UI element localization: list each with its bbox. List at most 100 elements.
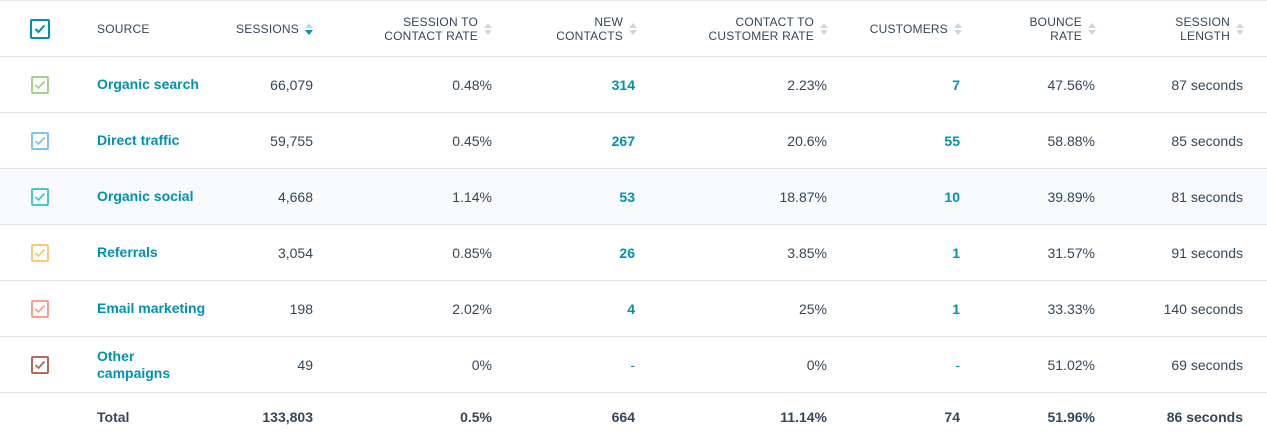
source-link[interactable]: Referrals — [97, 244, 158, 260]
column-header-source[interactable]: SOURCE — [97, 1, 217, 56]
total-bounce-rate: 51.96% — [1047, 409, 1095, 425]
source-cell: Referrals — [97, 225, 217, 280]
checkmark-icon — [34, 24, 46, 33]
session-length-cell: 81 seconds — [1171, 188, 1243, 205]
sessions-cell: 59,755 — [270, 132, 313, 149]
row-checkbox-cell — [31, 225, 53, 280]
contact-to-customer-rate-cell: 25% — [798, 300, 827, 317]
new-contacts-link[interactable]: 53 — [619, 188, 635, 205]
column-header-sessions-label: SESSIONS — [236, 21, 299, 36]
column-header-label-line2: RATE — [1050, 28, 1082, 43]
table-row: Organic social 4,668 1.14% 53 18.87% 10 39.89%… — [0, 169, 1267, 225]
column-header-new-contacts[interactable]: NEW CONTACTS — [520, 1, 637, 56]
total-session-length: 86 seconds — [1166, 409, 1243, 425]
row-checkbox-cell — [31, 113, 53, 168]
contact-to-customer-rate-cell: 20.6% — [787, 132, 827, 149]
sessions-cell: 49 — [297, 356, 313, 373]
source-cell: Other campaigns — [97, 337, 217, 392]
column-header-session-to-contact-rate[interactable]: SESSION TO CONTACT RATE — [340, 1, 492, 56]
row-checkbox[interactable] — [31, 75, 49, 94]
column-header-label-line2: CUSTOMER RATE — [708, 28, 814, 43]
column-header-label-line1: NEW — [594, 14, 623, 29]
column-header-contact-to-customer-rate[interactable]: CONTACT TO CUSTOMER RATE — [680, 1, 828, 56]
source-cell: Email marketing — [97, 281, 217, 336]
new-contacts-link[interactable]: 314 — [611, 76, 635, 93]
customers-cell: 1 — [850, 225, 960, 280]
customers-link[interactable]: 1 — [952, 244, 960, 261]
sort-icon — [820, 22, 828, 35]
bounce-rate-cell: 58.88% — [1047, 132, 1095, 149]
session-to-contact-rate-cell: 0% — [471, 356, 492, 373]
session-to-contact-rate-cell: 0.48% — [452, 76, 492, 93]
column-header-bounce-rate[interactable]: BOUNCE RATE — [990, 1, 1096, 56]
select-all-checkbox[interactable] — [30, 18, 50, 39]
new-contacts-link[interactable]: 4 — [627, 300, 635, 317]
row-checkbox[interactable] — [31, 355, 49, 374]
column-header-label-line2: CONTACTS — [556, 28, 623, 43]
session-length-cell: 69 seconds — [1171, 356, 1243, 373]
customers-cell: 7 — [850, 57, 960, 112]
customers-cell: 1 — [850, 281, 960, 336]
new-contacts-cell: 4 — [520, 281, 635, 336]
bounce-rate-cell: 33.33% — [1047, 300, 1095, 317]
sort-descending-icon — [305, 22, 313, 35]
sessions-cell: 66,079 — [270, 76, 313, 93]
customers-cell: 55 — [850, 113, 960, 168]
row-checkbox[interactable] — [31, 131, 49, 150]
new-contacts-link[interactable]: 267 — [611, 132, 635, 149]
row-checkbox[interactable] — [31, 299, 49, 318]
column-header-label-line1: BOUNCE — [1029, 14, 1082, 29]
column-header-customers[interactable]: CUSTOMERS — [850, 1, 962, 56]
total-new-contacts: 664 — [611, 409, 635, 425]
checkmark-icon — [34, 248, 46, 257]
column-header-session-length[interactable]: SESSION LENGTH — [1130, 1, 1244, 56]
source-link[interactable]: Other campaigns — [97, 347, 171, 381]
source-cell: Direct traffic — [97, 113, 217, 168]
sort-icon — [1236, 22, 1244, 35]
row-checkbox-cell — [31, 281, 53, 336]
table-row: Organic search 66,079 0.48% 314 2.23% 7 47.56%… — [0, 57, 1267, 113]
sort-icon — [629, 22, 637, 35]
new-contacts-cell: 53 — [520, 169, 635, 224]
session-length-cell: 87 seconds — [1171, 76, 1243, 93]
bounce-rate-cell: 47.56% — [1047, 76, 1095, 93]
table-row: Email marketing 198 2.02% 4 25% 1 33.33% 140 se… — [0, 281, 1267, 337]
new-contacts-cell: 26 — [520, 225, 635, 280]
session-to-contact-rate-cell: 2.02% — [452, 300, 492, 317]
column-header-sessions[interactable]: SESSIONS — [200, 1, 313, 56]
table-total-row: Total 133,803 0.5% 664 11.14% 74 51.96% … — [0, 393, 1267, 441]
source-link[interactable]: Organic social — [97, 188, 194, 204]
session-to-contact-rate-cell: 0.45% — [452, 132, 492, 149]
new-contacts-link[interactable]: 26 — [619, 244, 635, 261]
customers-link[interactable]: 1 — [952, 300, 960, 317]
sort-icon — [1088, 22, 1096, 35]
source-link[interactable]: Organic search — [97, 76, 199, 92]
row-checkbox-cell — [31, 57, 53, 112]
new-contacts-cell: - — [520, 337, 635, 392]
sessions-cell: 198 — [289, 300, 313, 317]
contact-to-customer-rate-cell: 18.87% — [779, 188, 827, 205]
sessions-cell: 4,668 — [277, 188, 313, 205]
checkmark-icon — [34, 136, 46, 145]
column-header-label-line2: LENGTH — [1180, 28, 1230, 43]
source-cell: Organic social — [97, 169, 217, 224]
source-link[interactable]: Direct traffic — [97, 132, 180, 148]
column-header-label-line2: CONTACT RATE — [384, 28, 478, 43]
column-header-label-line1: SESSION TO — [403, 14, 478, 29]
table-row: Direct traffic 59,755 0.45% 267 20.6% 55 58.88… — [0, 113, 1267, 169]
session-to-contact-rate-cell: 0.85% — [452, 244, 492, 261]
row-checkbox-cell — [31, 337, 53, 392]
total-customers: 74 — [944, 409, 960, 425]
table-row: Other campaigns 49 0% - 0% - 51.02% 69 seconds — [0, 337, 1267, 393]
row-checkbox[interactable] — [31, 187, 49, 206]
sessions-cell: 3,054 — [277, 244, 313, 261]
row-checkbox[interactable] — [31, 243, 49, 262]
total-contact-to-customer-rate: 11.14% — [780, 409, 827, 425]
customers-link[interactable]: 10 — [944, 188, 960, 205]
customers-link[interactable]: 55 — [944, 132, 960, 149]
source-link[interactable]: Email marketing — [97, 300, 206, 316]
customers-link[interactable]: 7 — [952, 76, 960, 93]
table-header-row: SOURCE SESSIONS SESSION TO CONTACT RATE N… — [0, 1, 1267, 57]
column-header-customers-label: CUSTOMERS — [869, 21, 948, 36]
bounce-rate-cell: 31.57% — [1047, 244, 1095, 261]
